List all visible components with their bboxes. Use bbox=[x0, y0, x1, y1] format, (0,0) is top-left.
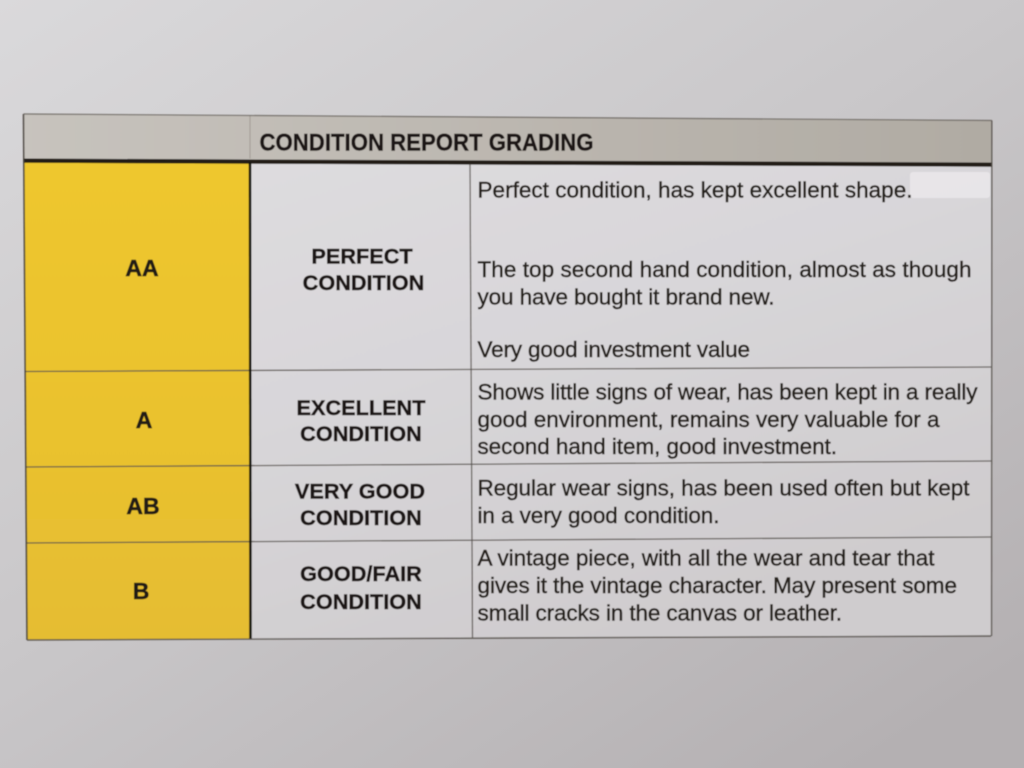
svg-text:The top second hand condition,: The top second hand condition, almost as… bbox=[478, 257, 972, 282]
svg-text:AA: AA bbox=[125, 255, 158, 281]
svg-text:AB: AB bbox=[126, 493, 159, 519]
svg-text:gives it the vintage character: gives it the vintage character. May pres… bbox=[478, 573, 958, 598]
svg-text:EXCELLENT: EXCELLENT bbox=[297, 395, 427, 420]
svg-text:CONDITION: CONDITION bbox=[300, 589, 422, 614]
svg-text:you have bought it brand new.: you have bought it brand new. bbox=[478, 285, 775, 310]
svg-text:GOOD/FAIR: GOOD/FAIR bbox=[300, 561, 422, 586]
svg-text:second hand item, good investm: second hand item, good investment. bbox=[478, 434, 838, 459]
svg-text:CONDITION: CONDITION bbox=[300, 505, 422, 530]
svg-text:Regular wear signs, has been u: Regular wear signs, has been used often … bbox=[478, 476, 971, 501]
svg-text:CONDITION: CONDITION bbox=[300, 421, 422, 446]
svg-text:A: A bbox=[136, 407, 153, 433]
svg-text:Very good investment value: Very good investment value bbox=[478, 337, 751, 362]
svg-text:PERFECT: PERFECT bbox=[311, 244, 413, 269]
svg-text:small cracks in the canvas or: small cracks in the canvas or leather. bbox=[478, 601, 843, 626]
svg-text:good environment, remains very: good environment, remains very valuable … bbox=[478, 407, 940, 432]
svg-text:A vintage piece, with all the: A vintage piece, with all the wear and t… bbox=[478, 546, 936, 571]
svg-text:in a very good condition.: in a very good condition. bbox=[478, 503, 720, 528]
svg-text:B: B bbox=[133, 578, 150, 604]
svg-text:CONDITION REPORT GRADING: CONDITION REPORT GRADING bbox=[260, 130, 594, 157]
svg-text:VERY GOOD: VERY GOOD bbox=[295, 479, 425, 504]
svg-text:Perfect condition, has kept ex: Perfect condition, has kept excellent sh… bbox=[478, 178, 913, 203]
svg-text:CONDITION: CONDITION bbox=[303, 270, 425, 295]
svg-text:Shows little signs of wear, ha: Shows little signs of wear, has been kep… bbox=[478, 380, 979, 405]
